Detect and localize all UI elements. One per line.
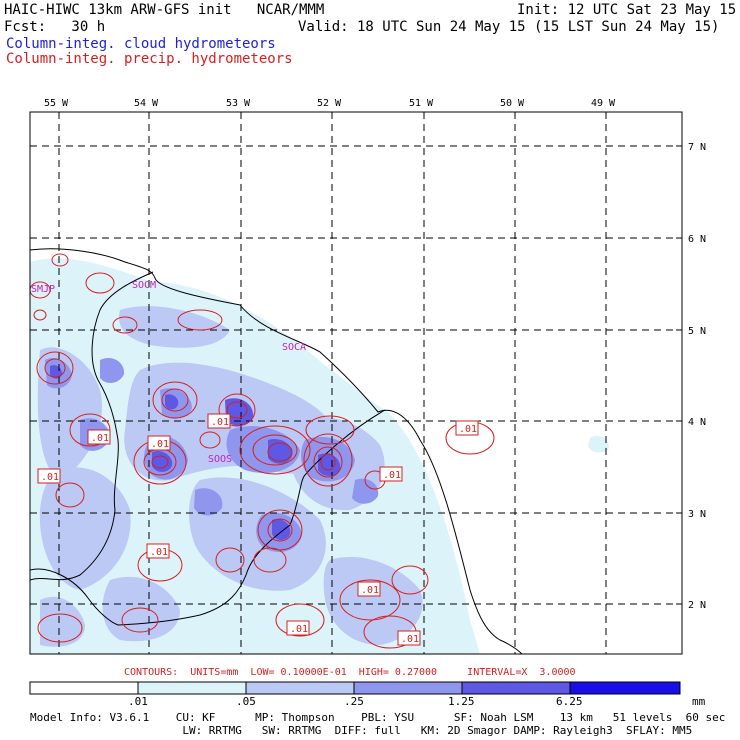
axis-ticks: [58, 112, 682, 605]
lon-label: 49 W: [591, 98, 616, 109]
forecast-hour: Fcst: 30 h: [4, 19, 106, 35]
precip-field-label: Column-integ. precip. hydrometeors: [6, 51, 293, 67]
lat-label: 3 N: [688, 509, 706, 520]
station-label: SOCM: [132, 280, 156, 291]
colorbar-tick: 6.25: [556, 695, 583, 708]
lon-label: 55 W: [44, 98, 69, 109]
lat-label: 6 N: [688, 234, 706, 245]
lat-label: 4 N: [688, 417, 706, 428]
contour-label: .01: [41, 472, 59, 483]
init-time: Init: 12 UTC Sat 23 May 15: [517, 2, 737, 18]
contour-label: .01: [383, 470, 401, 481]
colorbar-units: mm: [692, 695, 706, 708]
lon-label: 51 W: [409, 98, 434, 109]
station-label: SOOS: [208, 454, 232, 465]
contour-labels: .01 .01 .01 .01 .01 .01 .01 .01 .01 .01: [37, 413, 479, 646]
contour-label: .01: [361, 585, 379, 596]
contours-info: CONTOURS: UNITS=mm LOW= 0.10000E-01 HIGH…: [124, 667, 576, 678]
contour-label: .01: [459, 424, 477, 435]
coastline: [30, 248, 523, 654]
lat-lon-grid: [30, 112, 682, 654]
station-label: SOCA: [282, 342, 306, 353]
colorbar-tick: 1.25: [448, 695, 475, 708]
model-info-line1: Model Info: V3.6.1 CU: KF MP: Thompson P…: [30, 711, 726, 724]
lon-label: 53 W: [226, 98, 251, 109]
contour-label: .01: [211, 417, 229, 428]
lon-label: 50 W: [500, 98, 525, 109]
station-label: SMJP: [31, 284, 55, 295]
lat-label: 2 N: [688, 600, 706, 611]
model-info-line2: LW: RRTMG SW: RRTMG DIFF: full KM: 2D Sm…: [30, 724, 693, 737]
lat-label: 5 N: [688, 326, 706, 337]
lon-label: 52 W: [317, 98, 342, 109]
lon-label: 54 W: [134, 98, 159, 109]
colorbar-tick: .01: [128, 695, 148, 708]
colorbar-tick: .25: [344, 695, 364, 708]
map-frame: [29, 111, 683, 655]
contour-label: .01: [150, 547, 168, 558]
contour-label: .01: [401, 634, 419, 645]
contour-label: .01: [91, 433, 109, 444]
lat-label: 7 N: [688, 142, 706, 153]
contour-label: .01: [290, 624, 308, 635]
precip-contours: [30, 253, 495, 649]
valid-time: Valid: 18 UTC Sun 24 May 15 (15 LST Sun …: [298, 19, 720, 35]
title-line: HAIC-HIWC 13km ARW-GFS init NCAR/MMM: [4, 2, 325, 18]
contour-label: .01: [151, 439, 169, 450]
cloud-field-label: Column-integ. cloud hydrometeors: [6, 36, 276, 52]
colorbar: [29, 681, 681, 695]
colorbar-tick: .05: [236, 695, 256, 708]
